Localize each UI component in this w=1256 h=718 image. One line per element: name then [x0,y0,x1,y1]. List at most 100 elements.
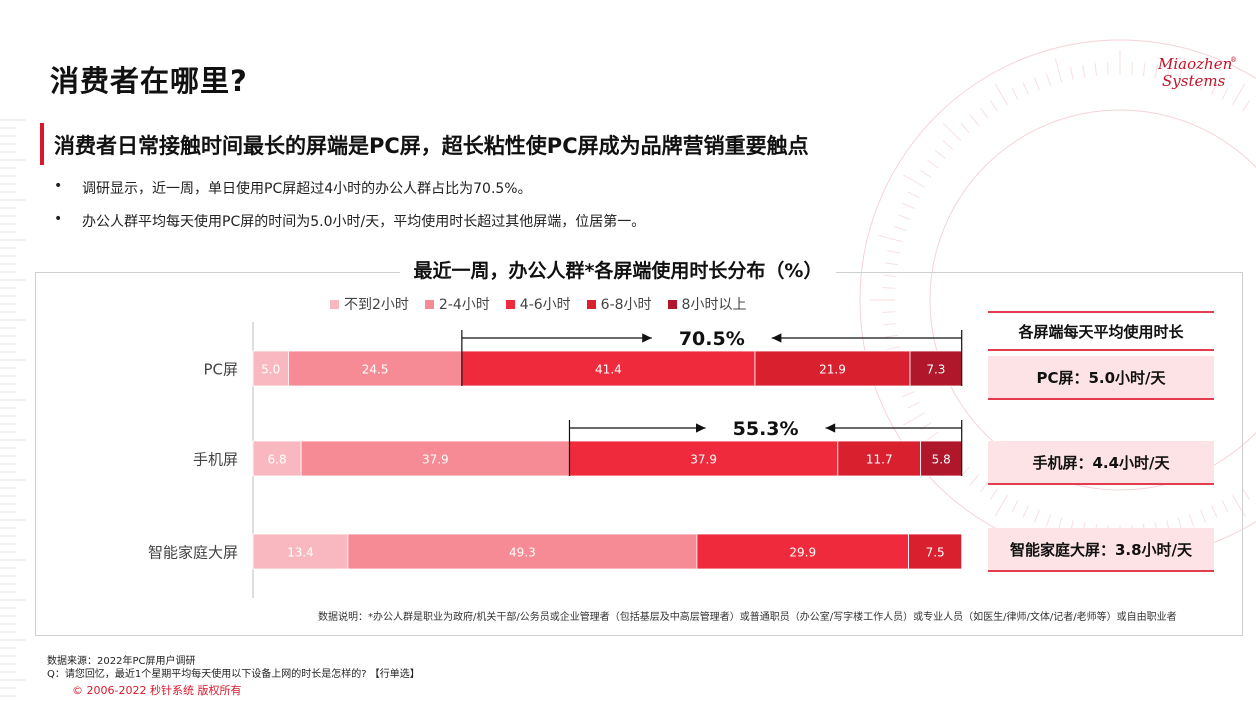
decor-tick [903,412,926,426]
decor-tick [878,234,903,243]
data-note: 数据说明：*办公人群是职业为政府/机关干部/公务员或企业管理者（包括基层及中高层… [318,612,1177,623]
decor-tick [942,122,962,142]
bullet-item: • 办公人群平均每天使用PC屏的时间为5.0小时/天，平均使用时长超过其他屏端，… [54,211,645,231]
decor-tick [934,149,946,159]
legend-item: 2-4小时 [424,294,490,314]
bar-segment [300,440,570,477]
bar-value-label: 5.0 [261,363,280,377]
legend-swatch [586,299,596,309]
legend-label: 不到2小时 [344,297,409,313]
page-title: 消费者在哪里? [50,64,248,98]
data-source: 数据来源：2022年PC屏用户调研 [47,656,196,667]
bar-segment [754,350,911,387]
bullet-item: • 调研显示，近一周，单日使用PC屏超过4小时的办公人群占比为70.5%。 [54,178,532,198]
legend-swatch [424,299,434,309]
bar-value-label: 6.8 [268,453,287,467]
category-label: PC屏 [203,361,238,379]
decor-tick [1189,73,1195,87]
decor-tick [882,311,896,313]
decor-tick [989,100,998,112]
annotation-arrowhead [695,423,706,433]
decor-tick [1070,67,1074,81]
copyright-text: © 2006-2022 秒针系统 版权所有 [72,684,242,697]
bar-segment [696,533,910,570]
decor-tick [1022,82,1029,95]
annotation-label: 55.3% [733,418,799,440]
decor-tick [902,202,915,209]
decor-tick [1177,58,1186,83]
decor-tick [1232,83,1246,106]
legend-swatch [505,299,515,309]
bar-value-label: 13.4 [287,546,314,560]
bar-value-label: 7.3 [926,363,945,377]
bullet-text: 办公人群平均每天使用PC屏的时间为5.0小时/天，平均使用时长超过其他屏端，位居… [82,214,646,230]
legend-label: 6-8小时 [600,297,652,313]
avg-item-smart-tv: 智能家庭大屏：3.8小时/天 [988,528,1214,572]
decor-tick [994,494,1008,517]
chart-legend: 不到2小时 2-4小时 4-6小时 6-8小时 8小时以上 [330,294,762,314]
decor-tick [883,323,897,326]
logo-registered-mark: ® [1230,56,1237,64]
bar-value-label: 21.9 [819,363,846,377]
bar-segment [287,350,463,387]
bar-value-label: 49.3 [509,546,536,560]
decor-tick [1094,63,1097,77]
decor-tick [1221,87,1229,100]
decor-tick [1211,505,1218,518]
decor-tick [907,401,920,409]
category-label: 智能家庭大屏 [148,544,238,562]
category-label: 手机屏 [193,451,238,469]
bar-segment [837,440,922,477]
legend-item: 4-6小时 [505,294,571,314]
decor-tick [1054,58,1063,83]
avg-panel-header: 各屏端每天平均使用时长 [988,311,1214,351]
decor-tick [1189,513,1195,527]
annotation-arrowhead [771,333,782,343]
decor-tick [1045,73,1051,87]
bar-segment [252,350,289,387]
bar-segment [347,533,698,570]
decor-tick [893,225,907,231]
decor-tick [1011,87,1019,100]
legend-swatch [330,299,339,309]
decor-tick [942,140,954,150]
bar-segment [909,350,963,387]
decor-tick [1107,62,1109,76]
decor-tick [887,346,901,350]
decor-tick [882,287,896,289]
decor-tick [897,214,911,220]
legend-label: 4-6小时 [519,297,571,313]
decor-tick [1143,63,1146,77]
decor-tick [1034,77,1040,91]
subtitle-accent-bar [40,123,44,165]
decor-tick [903,174,926,188]
decor-tick [902,391,915,398]
decor-tick [979,107,989,119]
decor-tick [969,114,979,126]
legend-item: 8小时以上 [667,294,747,314]
decor-tick [989,488,998,500]
decor-tick [1022,505,1029,518]
bullet-text: 调研显示，近一周，单日使用PC屏超过4小时的办公人群占比为70.5%。 [82,181,532,197]
decor-tick [1242,100,1251,112]
legend-label: 8小时以上 [681,297,747,313]
decor-tick [1200,77,1206,91]
annotation-arrowhead [825,423,836,433]
decor-tick [994,83,1008,106]
legend-label: 2-4小时 [438,297,490,313]
decor-tick [883,274,897,277]
decor-tick [1200,509,1206,523]
decor-tick [1011,500,1019,513]
legend-item: 6-8小时 [586,294,652,314]
legend-item: 不到2小时 [330,294,409,314]
bar-value-label: 24.5 [362,363,389,377]
decor-tick [1166,67,1170,81]
bar-segment [569,440,839,477]
decor-tick [927,431,939,441]
decor-tick [979,481,989,493]
bar-value-label: 7.5 [926,546,945,560]
decor-tick [1045,513,1051,527]
miaozhen-logo: Miaozhen Systems ® [1158,56,1238,90]
decor-tick [1154,64,1158,78]
